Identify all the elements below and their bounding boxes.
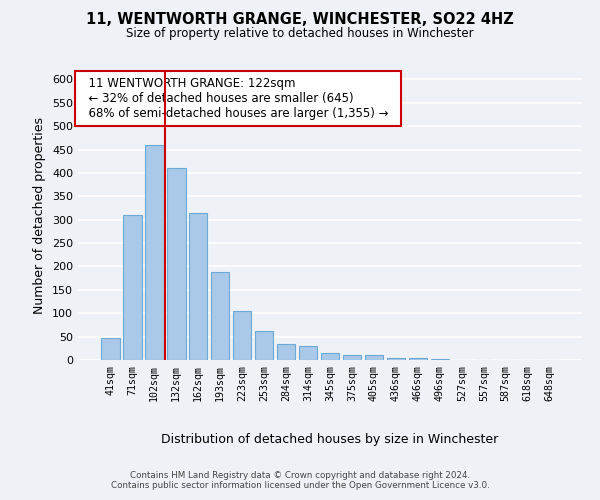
Bar bbox=[211, 272, 229, 360]
Text: Distribution of detached houses by size in Winchester: Distribution of detached houses by size … bbox=[161, 432, 499, 446]
Text: Contains HM Land Registry data © Crown copyright and database right 2024.
Contai: Contains HM Land Registry data © Crown c… bbox=[110, 470, 490, 490]
Bar bbox=[167, 168, 185, 360]
Bar bbox=[101, 338, 119, 360]
Bar bbox=[409, 358, 427, 360]
Bar bbox=[431, 358, 449, 360]
Bar bbox=[189, 212, 208, 360]
Bar bbox=[386, 358, 405, 360]
Bar bbox=[343, 356, 361, 360]
Bar bbox=[320, 354, 340, 360]
Text: Size of property relative to detached houses in Winchester: Size of property relative to detached ho… bbox=[126, 28, 474, 40]
Bar bbox=[233, 311, 251, 360]
Text: 11, WENTWORTH GRANGE, WINCHESTER, SO22 4HZ: 11, WENTWORTH GRANGE, WINCHESTER, SO22 4… bbox=[86, 12, 514, 28]
Bar bbox=[123, 215, 142, 360]
Bar bbox=[145, 145, 164, 360]
Bar bbox=[299, 346, 317, 360]
Text: 11 WENTWORTH GRANGE: 122sqm
  ← 32% of detached houses are smaller (645)
  68% o: 11 WENTWORTH GRANGE: 122sqm ← 32% of det… bbox=[80, 77, 395, 120]
Y-axis label: Number of detached properties: Number of detached properties bbox=[34, 116, 46, 314]
Bar bbox=[255, 330, 274, 360]
Bar bbox=[277, 344, 295, 360]
Bar bbox=[365, 356, 383, 360]
